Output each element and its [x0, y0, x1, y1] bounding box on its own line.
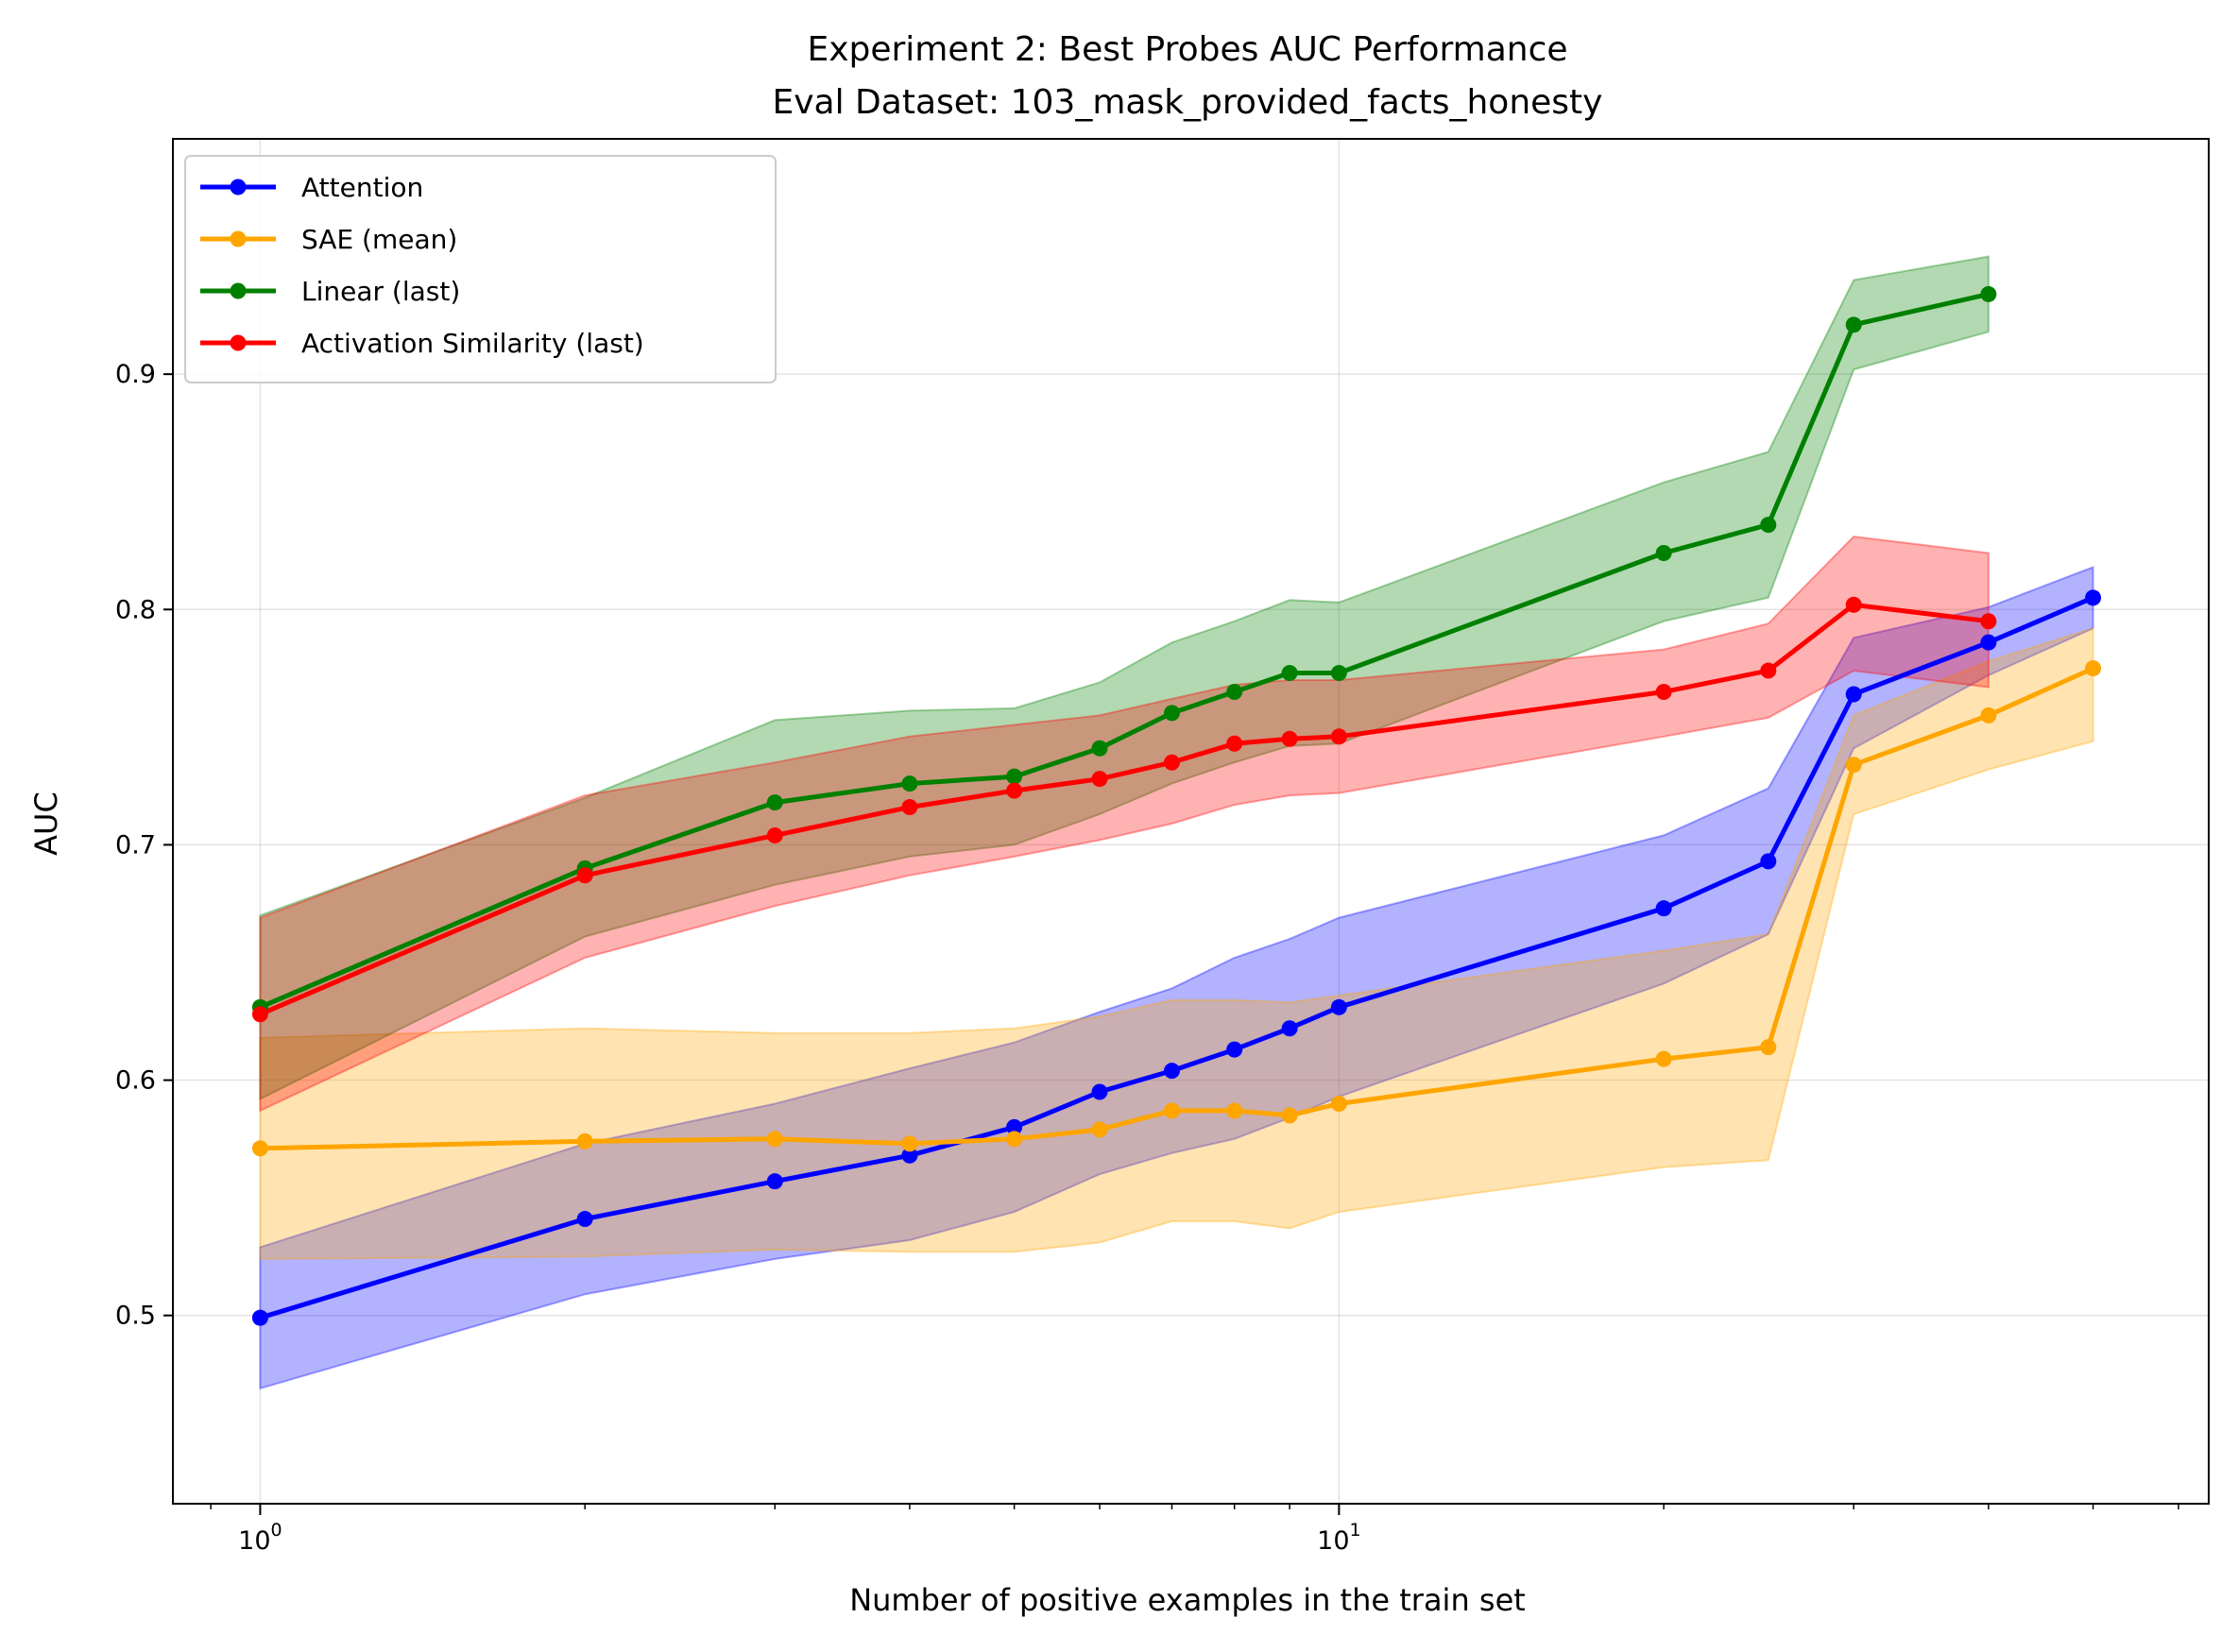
point-activation-similarity-last	[1980, 613, 1997, 630]
legend-label: Activation Similarity (last)	[301, 328, 644, 359]
point-activation-similarity-last	[1226, 735, 1243, 752]
band-attention	[259, 565, 2094, 1390]
point-sae-mean	[1281, 1107, 1298, 1124]
series-points	[251, 285, 2102, 1326]
legend-entry: Linear (last)	[200, 276, 460, 307]
x-axis-label: Number of positive examples in the train…	[849, 1582, 1526, 1618]
point-linear-last	[901, 775, 918, 792]
chart-subtitle: Eval Dataset: 103_mask_provided_facts_ho…	[773, 83, 1603, 122]
y-tick-label: 0.9	[115, 360, 156, 389]
x-axis-ticks: 100 101	[210, 1504, 2179, 1556]
y-axis-ticks: 0.5 0.6 0.7 0.8 0.9	[115, 360, 173, 1331]
legend-marker	[230, 179, 247, 196]
point-attention	[251, 1309, 268, 1326]
point-attention	[1091, 1083, 1108, 1100]
line-linear-last	[259, 291, 1990, 1010]
band-linear-last	[259, 255, 1990, 1101]
point-attention	[1281, 1020, 1298, 1037]
point-attention	[576, 1211, 593, 1228]
point-attention	[2085, 589, 2102, 606]
point-linear-last	[1330, 665, 1347, 682]
point-attention	[1760, 853, 1777, 870]
legend-marker	[230, 230, 247, 247]
point-sae-mean	[1980, 707, 1997, 724]
point-linear-last	[1226, 683, 1243, 700]
band-sae-mean	[259, 626, 2094, 1260]
legend-label: Linear (last)	[301, 276, 460, 307]
point-sae-mean	[1330, 1095, 1347, 1112]
legend-entry: SAE (mean)	[200, 224, 457, 255]
point-sae-mean	[766, 1131, 783, 1148]
point-sae-mean	[901, 1135, 918, 1152]
x-tick-label: 100	[238, 1520, 282, 1556]
point-attention	[1330, 998, 1347, 1015]
y-tick-label: 0.6	[115, 1066, 156, 1096]
point-sae-mean	[1760, 1039, 1777, 1056]
point-activation-similarity-last	[576, 867, 593, 884]
band-activation-similarity-last	[259, 535, 1990, 1113]
legend-box	[184, 155, 777, 383]
point-linear-last	[1845, 316, 1862, 333]
point-sae-mean	[576, 1133, 593, 1150]
point-attention	[1226, 1041, 1243, 1058]
legend-marker	[230, 334, 247, 351]
point-linear-last	[1760, 517, 1777, 534]
point-attention	[1006, 1118, 1023, 1135]
point-sae-mean	[1091, 1121, 1108, 1138]
point-sae-mean	[1845, 757, 1862, 774]
x-tick-label: 101	[1317, 1520, 1360, 1556]
point-activation-similarity-last	[1281, 730, 1298, 747]
plot-frame	[172, 138, 2210, 1505]
point-attention	[1845, 686, 1862, 703]
point-attention	[1163, 1063, 1180, 1080]
point-linear-last	[1006, 768, 1023, 785]
point-attention	[1980, 634, 1997, 651]
point-activation-similarity-last	[1163, 754, 1180, 771]
point-activation-similarity-last	[766, 826, 783, 843]
legend-marker	[230, 282, 247, 299]
point-sae-mean	[251, 1140, 268, 1157]
legend-entry: Attention	[200, 172, 423, 203]
point-sae-mean	[1655, 1050, 1672, 1067]
point-sae-mean	[1226, 1102, 1243, 1119]
y-tick-label: 0.5	[115, 1302, 156, 1331]
chart-title: Experiment 2: Best Probes AUC Performanc…	[807, 30, 1567, 69]
legend-label: Attention	[301, 172, 423, 203]
point-linear-last	[1091, 740, 1108, 757]
legend-entry: Activation Similarity (last)	[200, 328, 644, 359]
y-axis-label: AUC	[28, 792, 64, 856]
point-activation-similarity-last	[1091, 771, 1108, 788]
point-attention	[901, 1147, 918, 1164]
point-activation-similarity-last	[1330, 728, 1347, 745]
y-tick-label: 0.7	[115, 830, 156, 860]
confidence-bands	[259, 255, 2094, 1390]
point-linear-last	[1980, 285, 1997, 302]
point-linear-last	[1163, 705, 1180, 722]
point-attention	[1655, 900, 1672, 917]
point-activation-similarity-last	[901, 799, 918, 816]
point-linear-last	[1281, 665, 1298, 682]
line-activation-similarity-last	[259, 602, 1990, 1017]
point-linear-last	[1655, 544, 1672, 561]
point-sae-mean	[2085, 660, 2102, 677]
point-activation-similarity-last	[1006, 782, 1023, 799]
point-linear-last	[766, 794, 783, 811]
point-activation-similarity-last	[251, 1006, 268, 1023]
point-sae-mean	[1163, 1102, 1180, 1119]
point-activation-similarity-last	[1845, 596, 1862, 613]
point-activation-similarity-last	[1655, 683, 1672, 700]
legend: Attention SAE (mean) Linear (last) Activati…	[184, 155, 777, 383]
point-activation-similarity-last	[1760, 662, 1777, 679]
y-tick-label: 0.8	[115, 595, 156, 624]
legend-label: SAE (mean)	[301, 224, 457, 255]
point-sae-mean	[1006, 1131, 1023, 1148]
point-attention	[766, 1173, 783, 1190]
